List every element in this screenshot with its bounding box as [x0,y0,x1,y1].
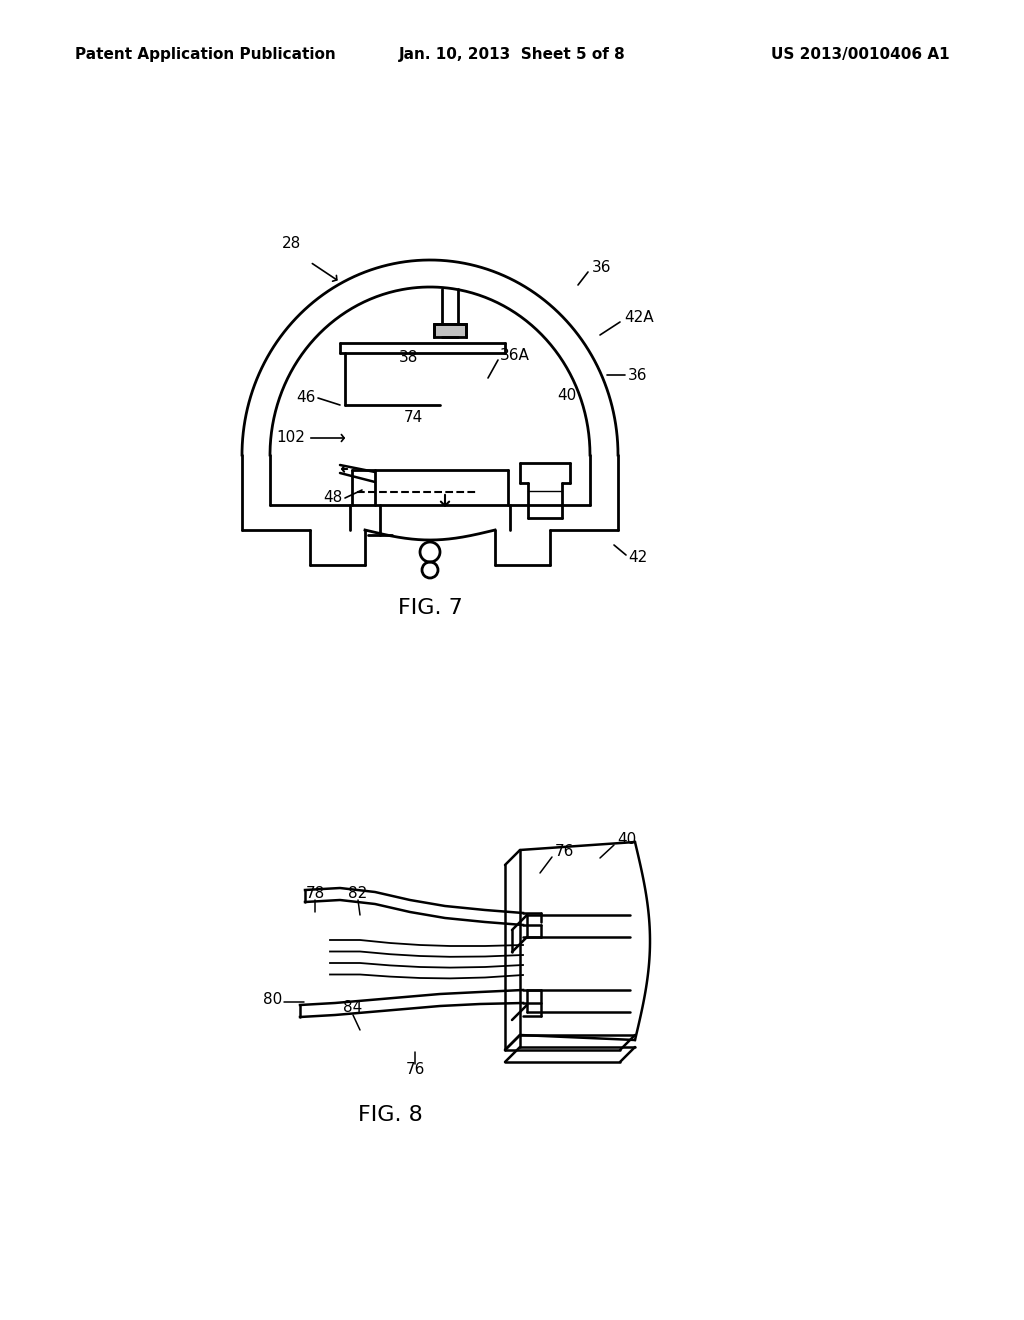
Text: 38: 38 [398,351,418,366]
Text: 102: 102 [276,430,305,446]
Text: 84: 84 [343,1001,362,1015]
Text: 82: 82 [348,886,368,900]
Text: 42: 42 [628,550,647,565]
Text: 36: 36 [628,367,647,383]
Text: 36A: 36A [500,347,529,363]
Text: 76: 76 [406,1063,425,1077]
Text: Jan. 10, 2013  Sheet 5 of 8: Jan. 10, 2013 Sheet 5 of 8 [398,48,626,62]
Text: 80: 80 [263,993,282,1007]
Text: 40: 40 [617,833,636,847]
Text: 46: 46 [297,391,316,405]
Bar [434,323,466,337]
Text: 36: 36 [592,260,611,276]
Text: 48: 48 [323,491,342,506]
Text: 42A: 42A [624,310,653,326]
Text: 76: 76 [555,845,574,859]
Text: FIG. 7: FIG. 7 [397,598,463,618]
Text: Patent Application Publication: Patent Application Publication [75,48,336,62]
Text: 40: 40 [557,388,577,403]
Text: 74: 74 [403,411,423,425]
Text: 78: 78 [305,886,325,900]
Text: US 2013/0010406 A1: US 2013/0010406 A1 [771,48,950,62]
Text: 28: 28 [282,235,301,251]
Text: FIG. 8: FIG. 8 [357,1105,422,1125]
